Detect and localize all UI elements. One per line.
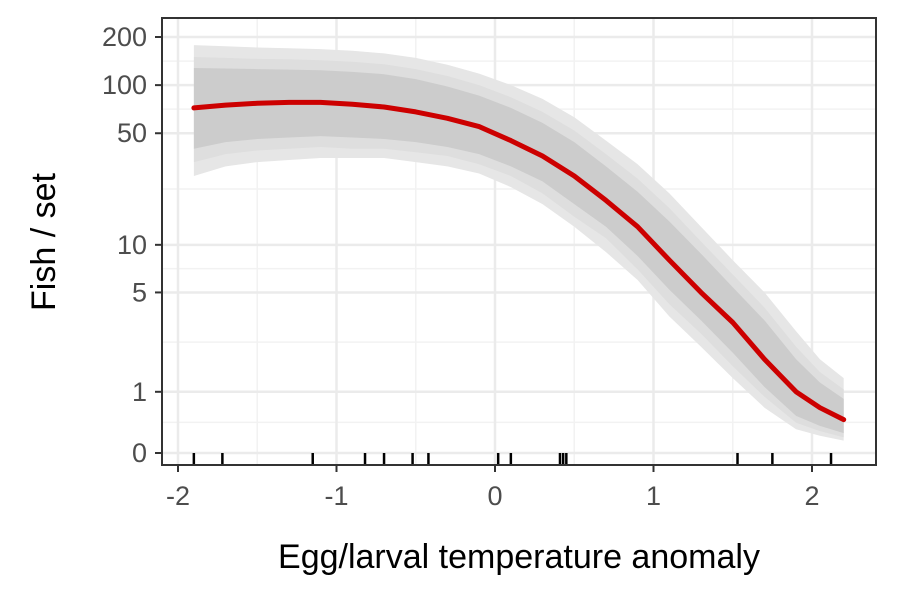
x-tick-label: -1 bbox=[324, 481, 348, 511]
y-axis: 0 1 5 10 50 100 200 bbox=[102, 22, 162, 468]
y-axis-title: Fish / set bbox=[25, 172, 63, 310]
x-axis: -2 -1 0 1 2 bbox=[166, 465, 820, 511]
x-tick-label: 1 bbox=[646, 481, 661, 511]
x-axis-title: Egg/larval temperature anomaly bbox=[278, 538, 760, 576]
series-lines bbox=[191, 99, 847, 423]
y-tick-label: 100 bbox=[102, 70, 147, 100]
y-tick-label: 10 bbox=[117, 230, 147, 260]
x-tick-label: 2 bbox=[804, 481, 819, 511]
y-tick-label: 50 bbox=[117, 118, 147, 148]
y-tick-label: 200 bbox=[102, 22, 147, 52]
fitted-line bbox=[191, 99, 847, 423]
x-tick-label: 0 bbox=[487, 481, 502, 511]
rug-marks bbox=[192, 453, 833, 465]
y-tick-label: 5 bbox=[132, 277, 147, 307]
panel-border bbox=[161, 17, 877, 466]
x-tick-label: -2 bbox=[166, 481, 190, 511]
y-tick-label: 0 bbox=[132, 438, 147, 468]
y-tick-label: 1 bbox=[132, 377, 147, 407]
